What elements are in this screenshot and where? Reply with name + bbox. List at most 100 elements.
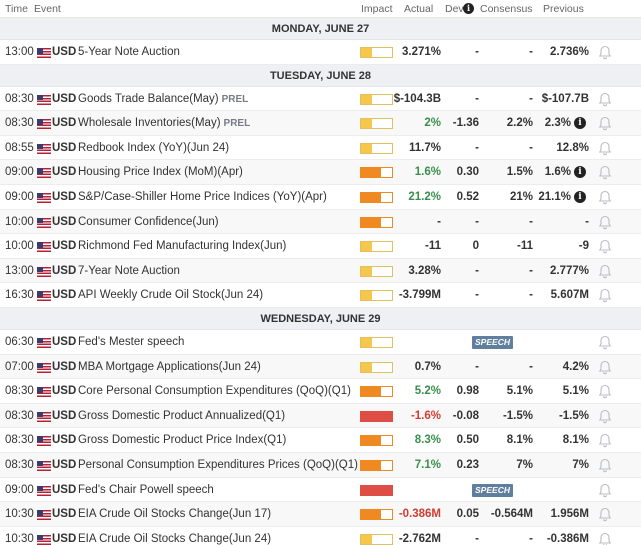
us-flag-icon [37, 362, 51, 373]
actual-value: 5.2% [414, 385, 441, 398]
header-event[interactable]: Event [34, 3, 61, 15]
previous-value: -1.5% [558, 409, 589, 422]
us-flag-icon [37, 143, 51, 154]
event-name-link[interactable]: Fed's Chair Powell speech [78, 478, 214, 502]
event-name-link[interactable]: Wholesale Inventories(May) PREL [78, 111, 250, 135]
event-row[interactable]: 10:00 USD Consumer Confidence(Jun) - - - - [0, 209, 641, 235]
event-row[interactable]: 16:30 USD API Weekly Crude Oil Stock(Jun 2… [0, 283, 641, 308]
bell-icon[interactable] [598, 288, 612, 303]
event-name-link[interactable]: Personal Consumption Expenditures Prices… [78, 453, 358, 477]
event-name-link[interactable]: API Weekly Crude Oil Stock(Jun 24) [78, 283, 263, 307]
event-row[interactable]: 08:30 USD Wholesale Inventories(May) PREL 2%… [0, 111, 641, 136]
event-name-link[interactable]: Core Personal Consumption Expenditures (… [78, 379, 351, 403]
header-previous[interactable]: Previous [543, 3, 584, 15]
event-name-link[interactable]: Gross Domestic Product Price Index(Q1) [78, 428, 286, 452]
bell-icon[interactable] [598, 335, 612, 350]
impact-fill [361, 460, 382, 470]
header-impact[interactable]: Impact [361, 3, 393, 15]
event-name-link[interactable]: EIA Crude Oil Stocks Change(Jun 17) [78, 502, 271, 526]
bell-icon[interactable] [598, 190, 612, 205]
header-dev[interactable]: Dev [445, 3, 464, 15]
event-name-link[interactable]: Goods Trade Balance(May) PREL [78, 87, 248, 111]
impact-indicator [360, 533, 393, 545]
bell-icon[interactable] [598, 92, 612, 107]
impact-fill [361, 534, 372, 544]
impact-fill [361, 337, 372, 347]
event-time: 10:30 [5, 508, 34, 521]
bell-icon[interactable] [598, 360, 612, 375]
event-name-link[interactable]: 7-Year Note Auction [78, 259, 180, 283]
bell-icon[interactable] [598, 165, 612, 180]
event-currency: USD [52, 434, 77, 447]
consensus-value: -0.564M [490, 508, 533, 521]
event-row[interactable]: 09:00 USD Housing Price Index (MoM)(Apr) 1.… [0, 160, 641, 185]
header-actual[interactable]: Actual [404, 3, 434, 15]
us-flag-icon [37, 119, 51, 130]
event-name-link[interactable]: Richmond Fed Manufacturing Index(Jun) [78, 234, 286, 258]
impact-fill [361, 411, 392, 421]
dev-info-icon[interactable]: i [463, 3, 474, 14]
event-row[interactable]: 08:30 USD Personal Consumption Expenditure… [0, 452, 641, 478]
event-row[interactable]: 07:00 USD MBA Mortgage Applications(Jun 24… [0, 354, 641, 380]
event-name-link[interactable]: S&P/Case-Shiller Home Price Indices (YoY… [78, 185, 327, 209]
event-name-link[interactable]: Redbook Index (YoY)(Jun 24) [78, 136, 229, 160]
deviation-value: -0.08 [452, 409, 479, 422]
bell-icon[interactable] [598, 483, 612, 498]
deviation-value: -1.36 [452, 117, 479, 130]
impact-fill [361, 266, 372, 276]
header-consensus[interactable]: Consensus [480, 3, 533, 15]
event-row[interactable]: 10:30 USD EIA Crude Oil Stocks Change(Jun … [0, 526, 641, 545]
consensus-value: - [529, 92, 533, 105]
event-row[interactable]: 08:30 USD Gross Domestic Product Price Ind… [0, 428, 641, 453]
event-row[interactable]: 10:00 USD Richmond Fed Manufacturing Index… [0, 234, 641, 259]
previous-value: $-107.7B [541, 92, 589, 105]
event-name-link[interactable]: Gross Domestic Product Annualized(Q1) [78, 404, 285, 428]
impact-fill [361, 119, 372, 129]
info-icon[interactable]: i [574, 190, 586, 203]
us-flag-icon [37, 217, 51, 228]
previous-value: 2.3% [544, 117, 571, 130]
event-row[interactable]: 06:30 USD Fed's Mester speech SPEECH [0, 329, 641, 355]
event-row[interactable]: 10:30 USD EIA Crude Oil Stocks Change(Jun … [0, 502, 641, 527]
actual-value: 2% [424, 117, 441, 130]
event-row[interactable]: 08:30 USD Core Personal Consumption Expend… [0, 379, 641, 404]
event-name-link[interactable]: EIA Crude Oil Stocks Change(Jun 24) [78, 527, 271, 545]
actual-value: - [437, 215, 441, 228]
event-name-link[interactable]: 5-Year Note Auction [78, 40, 180, 64]
event-name-link[interactable]: Housing Price Index (MoM)(Apr) [78, 160, 243, 184]
bell-icon[interactable] [598, 409, 612, 424]
event-name-link[interactable]: MBA Mortgage Applications(Jun 24) [78, 355, 261, 379]
speech-badge: SPEECH [472, 483, 513, 497]
event-time: 09:00 [5, 190, 34, 203]
impact-indicator [360, 435, 393, 447]
event-row[interactable]: 08:30 USD Gross Domestic Product Annualize… [0, 403, 641, 429]
actual-value: 3.271% [401, 46, 441, 58]
event-row[interactable]: 08:30 USD Goods Trade Balance(May) PREL $-10… [0, 86, 641, 112]
event-row[interactable]: 09:00 USD Fed's Chair Powell speech SPEECH [0, 477, 641, 503]
bell-icon[interactable] [598, 239, 612, 254]
impact-indicator [360, 386, 393, 398]
bell-icon[interactable] [598, 45, 612, 60]
bell-icon[interactable] [598, 507, 612, 522]
previous-value: 2.736% [549, 46, 589, 58]
bell-icon[interactable] [598, 384, 612, 399]
info-icon[interactable]: i [574, 166, 586, 179]
event-row[interactable]: 08:55 USD Redbook Index (YoY)(Jun 24) 11.7%… [0, 135, 641, 161]
event-name-link[interactable]: Consumer Confidence(Jun) [78, 210, 219, 234]
us-flag-icon [37, 411, 51, 422]
event-name: Fed's Mester speech [78, 335, 185, 348]
bell-icon[interactable] [598, 264, 612, 279]
bell-icon[interactable] [598, 141, 612, 156]
event-row[interactable]: 13:00 USD 7-Year Note Auction 3.28% - - 2.777% [0, 258, 641, 284]
bell-icon[interactable] [598, 458, 612, 473]
event-row[interactable]: 13:00 USD 5-Year Note Auction 3.271% - - 2.736… [0, 40, 641, 65]
info-icon[interactable]: i [574, 117, 586, 130]
bell-icon[interactable] [598, 215, 612, 230]
bell-icon[interactable] [598, 116, 612, 131]
event-name-link[interactable]: Fed's Mester speech [78, 330, 184, 354]
bell-icon[interactable] [598, 433, 612, 448]
header-time[interactable]: Time [5, 3, 28, 15]
event-row[interactable]: 09:00 USD S&P/Case-Shiller Home Price Indi… [0, 184, 641, 210]
bell-icon[interactable] [598, 532, 612, 545]
